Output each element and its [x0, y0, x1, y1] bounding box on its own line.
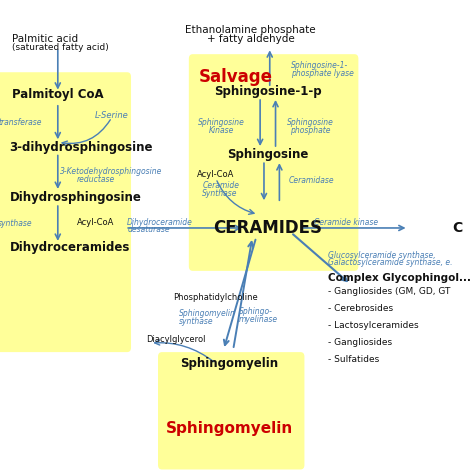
Text: Diacylglycerol: Diacylglycerol: [146, 335, 206, 344]
Text: synthase: synthase: [0, 219, 33, 228]
Text: - Cerebrosides: - Cerebrosides: [328, 304, 392, 313]
Text: L-Serine: L-Serine: [94, 110, 128, 119]
Text: phosphate lyase: phosphate lyase: [291, 69, 354, 78]
Text: Sphingosine: Sphingosine: [227, 148, 309, 161]
Text: - Gangliosides (GM, GD, GT: - Gangliosides (GM, GD, GT: [328, 287, 450, 296]
Text: C: C: [452, 221, 463, 235]
Text: Palmitoyl CoA: Palmitoyl CoA: [11, 88, 103, 101]
Text: - Sulfatides: - Sulfatides: [328, 356, 379, 365]
Text: Glucosylceramide synthase,: Glucosylceramide synthase,: [328, 251, 435, 260]
Text: Sphingomyelin: Sphingomyelin: [166, 421, 293, 437]
Text: (saturated fatty acid): (saturated fatty acid): [11, 43, 109, 52]
Text: Sphingosine: Sphingosine: [198, 118, 245, 128]
Text: Ceramide: Ceramide: [202, 182, 239, 191]
Text: 3-dihydrosphingosine: 3-dihydrosphingosine: [9, 141, 153, 154]
Text: Palmitic acid: Palmitic acid: [11, 34, 78, 44]
Text: Complex Glycophingol...: Complex Glycophingol...: [328, 273, 471, 283]
Text: Ceramidase: Ceramidase: [289, 176, 335, 185]
Text: Sphingomyelin: Sphingomyelin: [180, 357, 278, 370]
Text: Phosphatidylcholine: Phosphatidylcholine: [173, 293, 258, 302]
Text: Dihydroceramides: Dihydroceramides: [9, 241, 130, 254]
FancyBboxPatch shape: [0, 72, 131, 352]
Text: Dihydroceramide: Dihydroceramide: [127, 218, 193, 227]
Text: Ceramide kinase: Ceramide kinase: [314, 218, 378, 227]
Text: Synthase: Synthase: [202, 189, 238, 198]
Text: CERAMIDES: CERAMIDES: [213, 219, 322, 237]
Text: Sphingosine-1-p: Sphingosine-1-p: [214, 85, 322, 98]
Text: Acyl-CoA: Acyl-CoA: [197, 170, 234, 179]
Text: - Lactosylceramides: - Lactosylceramides: [328, 321, 418, 330]
Text: + fatty aldehyde: + fatty aldehyde: [207, 34, 294, 44]
Text: Sphingosine-1-: Sphingosine-1-: [291, 61, 348, 70]
Text: desaturase: desaturase: [127, 225, 170, 234]
Text: synthase: synthase: [179, 317, 214, 326]
FancyBboxPatch shape: [189, 54, 358, 271]
Text: Sphingosine: Sphingosine: [287, 118, 334, 128]
Text: Ethanolamine phosphate: Ethanolamine phosphate: [185, 25, 316, 35]
Text: reductase: reductase: [77, 175, 115, 184]
Text: Acyl-CoA: Acyl-CoA: [77, 218, 114, 227]
Text: Sphingo-: Sphingo-: [239, 307, 273, 316]
Text: phosphate: phosphate: [290, 126, 330, 135]
Text: Dihydrosphingosine: Dihydrosphingosine: [9, 191, 142, 204]
Text: transferase: transferase: [0, 118, 42, 128]
Text: - Gangliosides: - Gangliosides: [328, 338, 392, 347]
Text: Galactosylceramide synthase, e.: Galactosylceramide synthase, e.: [328, 258, 452, 267]
Text: Salvage: Salvage: [199, 68, 273, 86]
Text: 3-Ketodehydrosphingosine: 3-Ketodehydrosphingosine: [60, 167, 162, 176]
FancyBboxPatch shape: [158, 352, 304, 469]
Text: myelinase: myelinase: [239, 315, 278, 324]
Text: Sphingomyelin: Sphingomyelin: [179, 309, 236, 318]
Text: Kinase: Kinase: [209, 126, 234, 135]
